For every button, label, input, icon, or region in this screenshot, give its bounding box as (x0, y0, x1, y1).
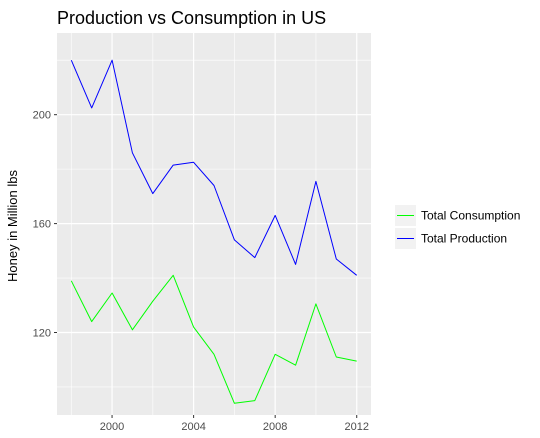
y-tick-label: 160 (33, 219, 51, 231)
series-line-total-consumption (70, 274, 357, 404)
y-tick-label: 200 (33, 110, 51, 122)
series-line-total-production (70, 59, 358, 276)
y-tick-label: 120 (33, 328, 51, 340)
y-axis-title: Honey in Million lbs (5, 170, 20, 282)
x-tick-label: 2004 (181, 421, 205, 433)
x-tick-label: 2000 (100, 421, 124, 433)
series-lines (70, 59, 358, 404)
chart-title: Production vs Consumption in US (57, 8, 326, 28)
x-tick-label: 2012 (344, 421, 368, 433)
grid-lines (57, 33, 371, 415)
legend: Total Consumption Total Production (395, 205, 520, 249)
axes: 2000 2004 2008 2012 120 160 200 (33, 110, 369, 433)
x-tick-label: 2008 (263, 421, 287, 433)
legend-label: Total Consumption (421, 209, 520, 223)
legend-label: Total Production (421, 232, 507, 246)
